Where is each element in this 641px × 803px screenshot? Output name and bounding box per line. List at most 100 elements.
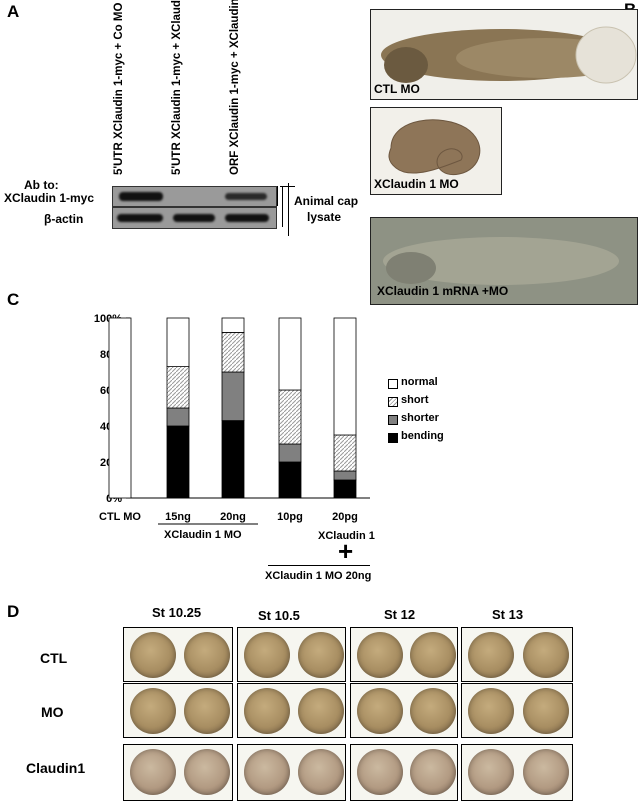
bracket-line-3 xyxy=(288,183,289,236)
bar-segment-short xyxy=(166,366,190,409)
embryo-panel xyxy=(461,627,573,682)
bracket-line-1 xyxy=(277,186,278,206)
embryo-panel xyxy=(237,744,346,801)
bar-segment-normal xyxy=(166,317,190,367)
embryo-label-ctl: CTL MO xyxy=(374,82,420,96)
embryo-image-ctl: CTL MO xyxy=(370,9,638,100)
x-tick-label: 20pg xyxy=(332,511,358,523)
legend-label-short: short xyxy=(401,394,429,406)
lane-label-1: 5'UTR XClaudin 1-myc + Co MO xyxy=(113,2,125,175)
embryo-label-rescue: XClaudin 1 mRNA +MO xyxy=(377,284,509,298)
embryo-panel xyxy=(350,744,458,801)
bar-segment-shorter xyxy=(333,470,357,481)
bar-segment-shorter xyxy=(221,371,245,421)
embryo-egg xyxy=(297,749,344,795)
embryo-egg xyxy=(410,632,456,678)
embryo-egg xyxy=(297,688,344,734)
legend-label-bending: bending xyxy=(401,430,444,442)
legend-label-shorter: shorter xyxy=(401,412,439,424)
bar-segment-bending xyxy=(166,425,190,499)
embryo-egg xyxy=(410,749,456,795)
legend-label-normal: normal xyxy=(401,376,438,388)
legend-swatch-shorter xyxy=(388,415,398,425)
row-label-mo: MO xyxy=(41,704,64,720)
stage-label-4: St 13 xyxy=(492,607,524,622)
bar-segment-shorter xyxy=(166,407,190,427)
embryo-egg xyxy=(523,688,569,734)
embryo-egg xyxy=(184,688,230,734)
embryo-egg xyxy=(468,749,514,795)
bar-segment-short xyxy=(278,389,302,445)
blot-row-label-actin: β-actin xyxy=(44,212,84,226)
embryo-panel xyxy=(123,744,233,801)
band-lane1-actin xyxy=(117,214,163,222)
embryo-panel xyxy=(123,627,233,682)
bar-segment-normal xyxy=(221,317,245,333)
legend-swatch-bending xyxy=(388,433,398,443)
band-lane2-actin xyxy=(173,214,215,222)
x-tick-label: 15ng xyxy=(165,511,191,523)
stage-label-1: St 10.25 xyxy=(152,605,202,620)
bar-segment-short xyxy=(333,434,357,472)
x-tick-label: 10pg xyxy=(277,511,303,523)
bar-segment-normal xyxy=(108,317,132,499)
bar-segment-short xyxy=(221,332,245,373)
panel-c-letter: C xyxy=(7,290,20,309)
bar-segment-bending xyxy=(221,420,245,499)
embryo-panel xyxy=(123,683,233,738)
plus-sign: + xyxy=(338,536,354,566)
embryo-rescue-graphic xyxy=(383,237,619,285)
band-lane3-claudin xyxy=(225,193,267,200)
embryo-egg xyxy=(184,632,230,678)
group-label-mo: XClaudin 1 MO xyxy=(164,529,242,541)
embryo-egg xyxy=(244,688,290,734)
embryo-egg xyxy=(523,632,569,678)
embryo-egg xyxy=(357,632,403,678)
group-underline-2 xyxy=(268,565,370,566)
embryo-egg xyxy=(410,688,456,734)
bar-segment-bending xyxy=(333,479,357,499)
embryo-egg xyxy=(297,632,344,678)
embryo-panel xyxy=(237,683,346,738)
blot-claudin xyxy=(112,186,277,207)
embryo-egg xyxy=(244,749,290,795)
embryo-image-mo: XClaudin 1 MO xyxy=(370,107,502,195)
bracket-top xyxy=(280,186,295,187)
embryo-egg xyxy=(357,749,403,795)
bar-segment-shorter xyxy=(278,443,302,463)
row-label-claudin1: Claudin1 xyxy=(26,760,86,776)
x-tick-label: 20ng xyxy=(220,511,246,523)
panel-d-letter: D xyxy=(7,602,20,621)
embryo-egg xyxy=(244,632,290,678)
embryo-image-rescue: XClaudin 1 mRNA +MO xyxy=(370,217,638,305)
embryo-egg xyxy=(468,688,514,734)
embryo-egg xyxy=(523,749,569,795)
band-lane1-claudin xyxy=(119,192,163,201)
bracket-line-2 xyxy=(282,186,283,227)
embryo-egg xyxy=(130,632,176,678)
lysate-label-2: lysate xyxy=(307,210,342,224)
bar-segment-normal xyxy=(333,317,357,436)
group-label-mo20: XClaudin 1 MO 20ng xyxy=(265,570,372,582)
embryo-panel xyxy=(237,627,346,682)
embryo-egg xyxy=(130,688,176,734)
blot-row-label-claudin: XClaudin 1-myc xyxy=(4,191,95,205)
embryo-egg xyxy=(130,749,176,795)
embryo-panel xyxy=(461,744,573,801)
embryo-egg xyxy=(357,688,403,734)
stage-label-3: St 12 xyxy=(384,607,416,622)
group-label-claudin: XClaudin 1 xyxy=(318,530,375,542)
lane-label-2: 5'UTR XClaudin 1-myc + XClaudin 1 MO xyxy=(171,0,183,175)
bar-segment-normal xyxy=(278,317,302,391)
ab-to-label: Ab to: xyxy=(24,178,59,192)
embryo-mo-graphic xyxy=(388,119,481,176)
lane-label-3: ORF XClaudin 1-myc + XClaudin 1 MO xyxy=(229,0,241,175)
embryo-label-mo: XClaudin 1 MO xyxy=(374,177,459,191)
embryo-panel xyxy=(350,627,458,682)
row-label-ctl: CTL xyxy=(40,650,68,666)
x-tick-label: CTL MO xyxy=(99,511,141,523)
stage-label-2: St 10.5 xyxy=(258,608,300,623)
band-lane3-actin xyxy=(225,214,269,222)
legend-swatch-short xyxy=(388,397,398,407)
